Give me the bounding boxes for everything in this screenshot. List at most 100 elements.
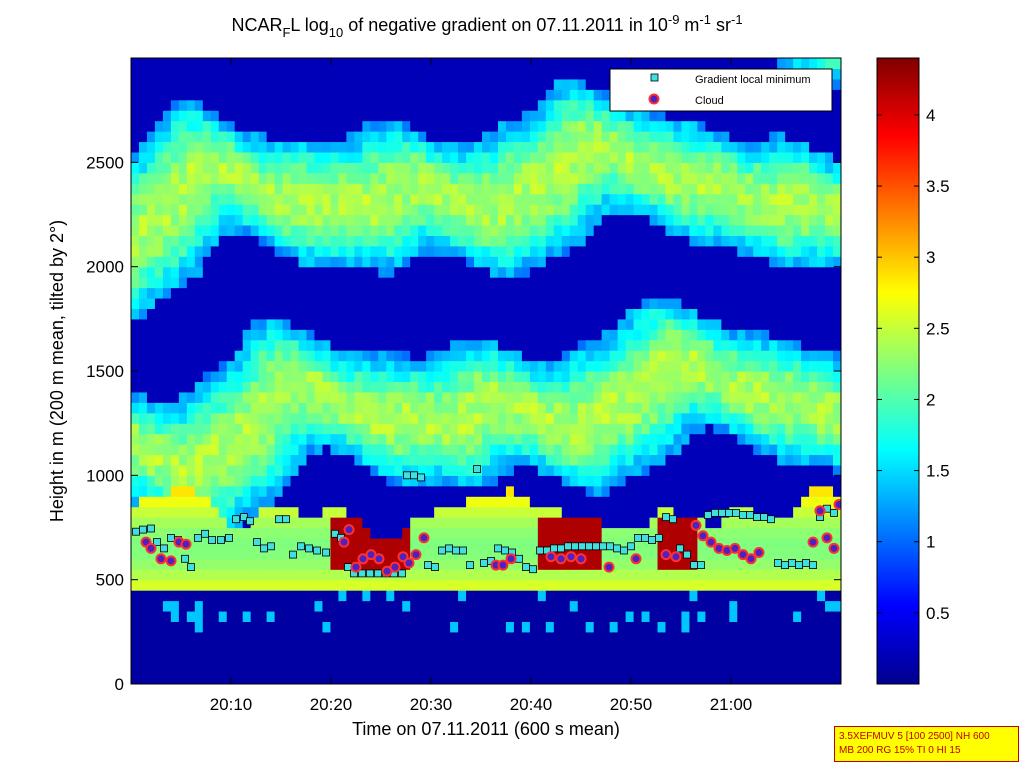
heatmap-cell: [649, 517, 659, 529]
heatmap-cell: [402, 631, 411, 643]
heatmap-cell: [721, 663, 730, 675]
heatmap-cell: [745, 558, 754, 570]
heatmap-cell: [394, 444, 403, 456]
heatmap-cell: [529, 631, 539, 643]
heatmap-cell: [673, 464, 683, 476]
heatmap-cell: [513, 371, 523, 383]
heatmap-cell: [354, 652, 363, 664]
heatmap-cell: [402, 464, 411, 476]
heatmap-cell: [673, 569, 683, 581]
heatmap-cell: [713, 423, 722, 435]
heatmap-cell: [290, 673, 300, 684]
heatmap-cell: [194, 141, 204, 153]
heatmap-cell: [609, 318, 619, 330]
heatmap-cell: [162, 631, 172, 643]
heatmap-cell: [210, 308, 220, 320]
heatmap-cell: [697, 485, 706, 497]
heatmap-cell: [482, 131, 491, 143]
heatmap-cell: [657, 642, 667, 654]
heatmap-cell: [218, 78, 228, 90]
heatmap-cell: [330, 245, 340, 257]
heatmap-cell: [226, 266, 236, 278]
heatmap-cell: [194, 183, 204, 195]
heatmap-cell: [306, 548, 316, 560]
heatmap-cell: [234, 329, 244, 341]
heatmap-cell: [362, 277, 371, 289]
heatmap-cell: [354, 621, 363, 633]
heatmap-cell: [713, 297, 722, 309]
heatmap-cell: [178, 496, 188, 508]
heatmap-cell: [314, 673, 324, 684]
heatmap-cell: [274, 663, 284, 675]
heatmap-cell: [258, 214, 268, 226]
heatmap-cell: [194, 68, 204, 80]
heatmap-cell: [314, 642, 324, 654]
heatmap-cell: [458, 339, 467, 351]
heatmap-cell: [458, 99, 467, 111]
heatmap-cell: [489, 266, 499, 278]
heatmap-cell: [713, 579, 722, 591]
heatmap-cell: [282, 663, 292, 675]
heatmap-cell: [170, 517, 180, 529]
heatmap-cell: [537, 590, 547, 602]
heatmap-cell: [466, 266, 475, 278]
heatmap-cell: [737, 517, 746, 529]
heatmap-cell: [266, 277, 276, 289]
heatmap-cell: [769, 110, 778, 122]
heatmap-cell: [410, 652, 419, 664]
heatmap-cell: [561, 214, 571, 226]
heatmap-cell: [593, 204, 603, 216]
heatmap-cell: [386, 350, 395, 362]
heatmap-cell: [338, 339, 347, 351]
heatmap-cell: [705, 256, 714, 268]
heatmap-cell: [529, 339, 539, 351]
heatmap-cell: [394, 99, 403, 111]
heatmap-cell: [338, 151, 347, 163]
heatmap-cell: [529, 402, 539, 414]
heatmap-cell: [330, 256, 340, 268]
heatmap-cell: [649, 475, 659, 487]
heatmap-cell: [513, 131, 523, 143]
heatmap-cell: [761, 193, 770, 205]
heatmap-cell: [777, 517, 786, 529]
heatmap-cell: [362, 600, 371, 612]
heatmap-cell: [561, 663, 571, 675]
heatmap-cell: [497, 371, 507, 383]
heatmap-cell: [234, 131, 244, 143]
heatmap-cell: [434, 506, 443, 518]
heatmap-cell: [170, 339, 180, 351]
heatmap-cell: [186, 68, 196, 80]
heatmap-cell: [370, 558, 379, 570]
heatmap-cell: [146, 214, 156, 226]
heatmap-cell: [314, 68, 324, 80]
heatmap-cell: [641, 433, 651, 445]
heatmap-cell: [282, 256, 292, 268]
heatmap-cell: [242, 652, 252, 664]
heatmap-cell: [458, 558, 467, 570]
heatmap-cell: [131, 287, 140, 299]
heatmap-cell: [178, 642, 188, 654]
heatmap-cell: [394, 58, 403, 70]
heatmap-cell: [186, 610, 196, 622]
heatmap-cell: [131, 537, 140, 549]
heatmap-cell: [697, 579, 706, 591]
heatmap-cell: [513, 600, 523, 612]
heatmap-cell: [426, 172, 435, 184]
heatmap-cell: [681, 297, 691, 309]
heatmap-cell: [705, 663, 714, 675]
heatmap-cell: [266, 412, 276, 424]
heatmap-cell: [737, 485, 746, 497]
heatmap-cell: [258, 391, 268, 403]
heatmap-cell: [489, 475, 499, 487]
heatmap-cell: [210, 329, 220, 341]
heatmap-cell: [362, 204, 371, 216]
heatmap-cell: [354, 548, 363, 560]
heatmap-cell: [330, 110, 340, 122]
heatmap-cell: [418, 89, 427, 101]
heatmap-cell: [657, 224, 667, 236]
heatmap-cell: [258, 517, 268, 529]
heatmap-cell: [330, 642, 340, 654]
heatmap-cell: [402, 297, 411, 309]
heatmap-cell: [138, 318, 148, 330]
heatmap-cell: [697, 120, 706, 132]
